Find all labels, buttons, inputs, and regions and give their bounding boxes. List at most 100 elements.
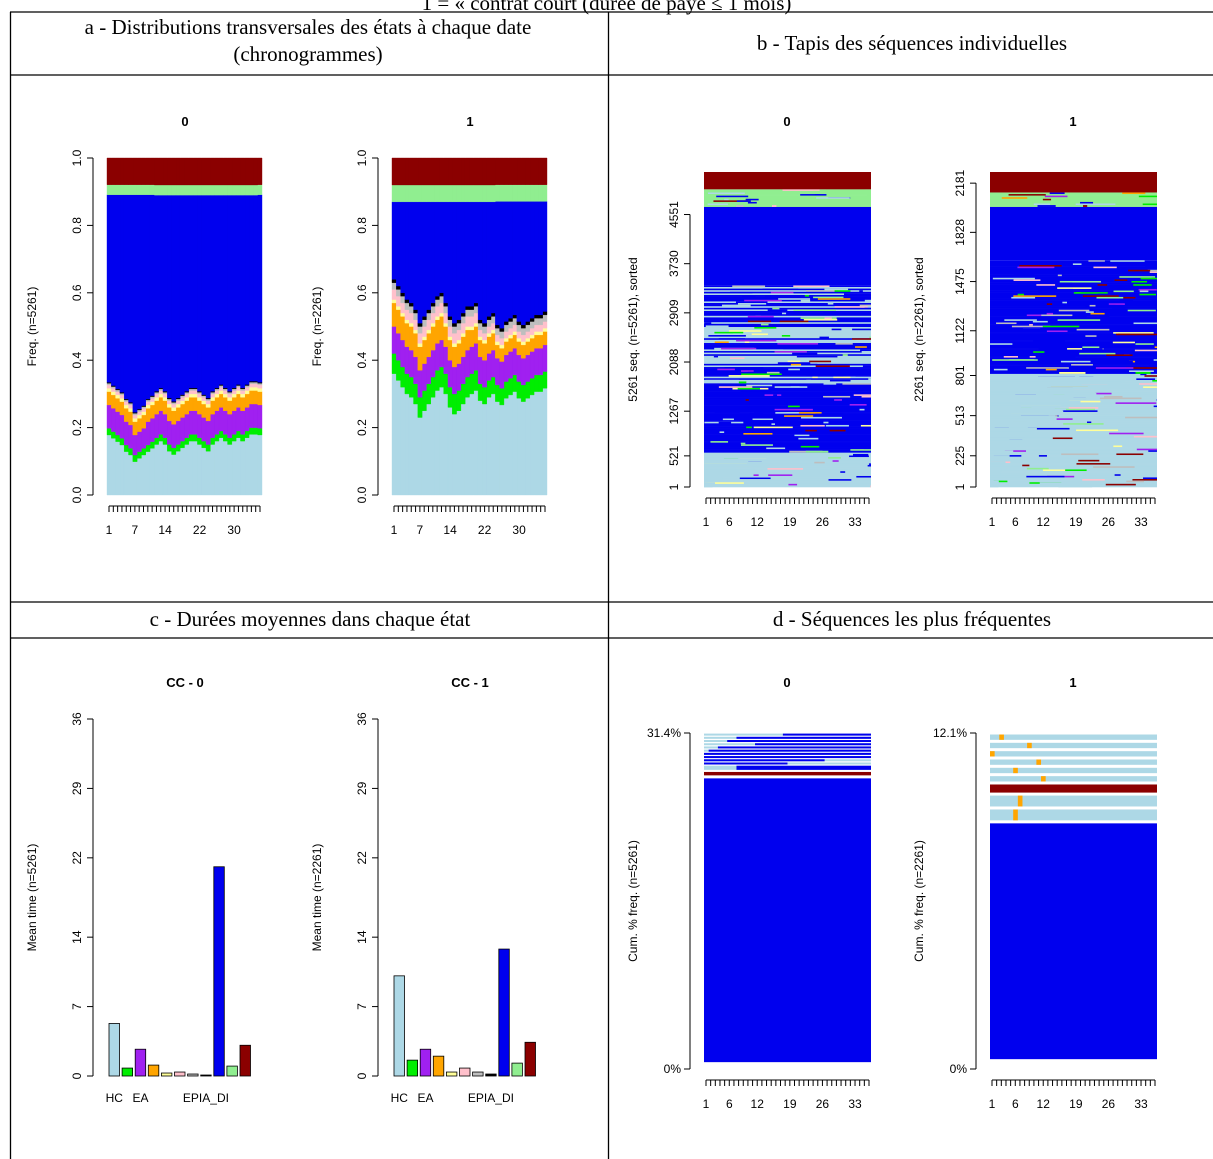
sequence-segment [990, 483, 999, 486]
y-tick-label: 1828 [953, 219, 967, 246]
sequence-segment [740, 370, 754, 373]
sequence-row [704, 299, 871, 302]
x-tick-label: 1 [703, 515, 710, 529]
sequence-row [704, 203, 871, 206]
sequence-row [990, 300, 1157, 303]
sequence-segment [1148, 450, 1157, 453]
chart-title: 1 [1069, 675, 1076, 690]
chart-title: 1 [1069, 114, 1076, 129]
sequence-row [990, 439, 1157, 441]
sequence-segment [1113, 332, 1154, 334]
sequence-segment [722, 418, 734, 421]
sequence-segment [855, 346, 867, 349]
sequence-segment [1076, 429, 1119, 432]
x-tick-label: 1 [989, 1097, 996, 1111]
sequence-row [704, 485, 871, 488]
x-tick-label: 1 [391, 523, 398, 537]
sequence-row [990, 292, 1157, 295]
sequence-segment [832, 314, 870, 317]
sequence-run [1013, 767, 1018, 774]
sequence-row [704, 367, 871, 369]
sequence-row [704, 309, 871, 312]
sequence-segment [704, 458, 808, 461]
sequence-segment [990, 443, 1019, 446]
bar [174, 1071, 186, 1077]
x-tick-label: 26 [1102, 1097, 1116, 1111]
x-tick-label: EPIA_DI [183, 1091, 229, 1105]
sequence-row [990, 440, 1157, 443]
sequence-row [990, 317, 1157, 320]
sequence-segment [990, 466, 1004, 469]
sequence-segment [1069, 261, 1108, 264]
bar-series: HC EA EPIA_DI [106, 866, 251, 1105]
sequence-segment [1154, 346, 1157, 349]
sequence-segment [800, 194, 827, 196]
sequence-row [990, 201, 1157, 204]
bar [200, 1074, 212, 1077]
sequence-row [990, 461, 1157, 464]
sequence-segment [704, 472, 737, 475]
sequence-segment [704, 461, 788, 464]
sequence-row [704, 433, 871, 435]
sequence-segment [1133, 435, 1157, 438]
sequence-segment [1115, 402, 1157, 405]
sequence-row [704, 480, 871, 483]
sequence-segment [769, 325, 780, 328]
sequence-segment [743, 333, 768, 336]
sequence-row [990, 328, 1157, 331]
sequence-segment [990, 485, 999, 488]
sequence-run [990, 751, 995, 757]
x-tick-label: 26 [816, 515, 830, 529]
bar [472, 1071, 484, 1077]
sequence-segment [1082, 346, 1100, 349]
bar [134, 1048, 147, 1077]
sequence-run [727, 740, 871, 743]
sequence-segment [704, 322, 712, 325]
sequence-segment [1038, 282, 1073, 285]
bar [393, 975, 405, 1077]
sequence-segment [786, 412, 822, 414]
sequence-segment [798, 437, 819, 440]
sequence-row [990, 290, 1157, 293]
sequence-segment [1093, 466, 1135, 469]
x-tick-label: EPIA_DI [468, 1091, 514, 1105]
sequence-row [990, 467, 1157, 470]
sequence-segment [1090, 312, 1105, 315]
sequence-segment [1033, 203, 1051, 206]
sequence-row [990, 435, 1157, 438]
sequence-segment [1017, 293, 1024, 296]
sequence-row [704, 349, 871, 352]
sequence-segment [990, 431, 1033, 433]
sequence-row [990, 480, 1157, 483]
sequence-segment [1042, 198, 1052, 201]
sequence-segment [793, 285, 830, 288]
area-series [106, 194, 263, 413]
x-tick-label: HC [106, 1091, 124, 1105]
sequence-segment [824, 288, 849, 291]
sequence-row [704, 436, 871, 439]
sequence-segment [729, 400, 746, 403]
x-tick-label: 1 [106, 523, 113, 537]
bar [406, 1059, 419, 1077]
sequence-segment [990, 458, 1008, 461]
sequence-row [704, 306, 871, 309]
sequence-row [704, 479, 871, 481]
state-block [704, 172, 871, 190]
sequence-segment [1040, 356, 1076, 358]
sequence-base [990, 734, 1157, 740]
sequence-segment [1053, 268, 1074, 271]
sequence-segment [828, 457, 841, 459]
sequence-row [990, 324, 1157, 326]
sequence-segment [1085, 335, 1097, 338]
sequence-segment [1072, 316, 1110, 318]
sequence-row [990, 314, 1157, 317]
y-axis: 1 521 1267 2088 2909 3730 4551 [667, 201, 691, 490]
sequence-row [990, 295, 1157, 298]
sequence-segment [1039, 482, 1082, 485]
sequence-row [704, 198, 871, 201]
sequence-segment [753, 474, 759, 477]
sequence-segment [838, 319, 871, 321]
sequence-segment [704, 474, 732, 477]
sequence-row [990, 447, 1157, 449]
sequence-segment [713, 355, 719, 358]
